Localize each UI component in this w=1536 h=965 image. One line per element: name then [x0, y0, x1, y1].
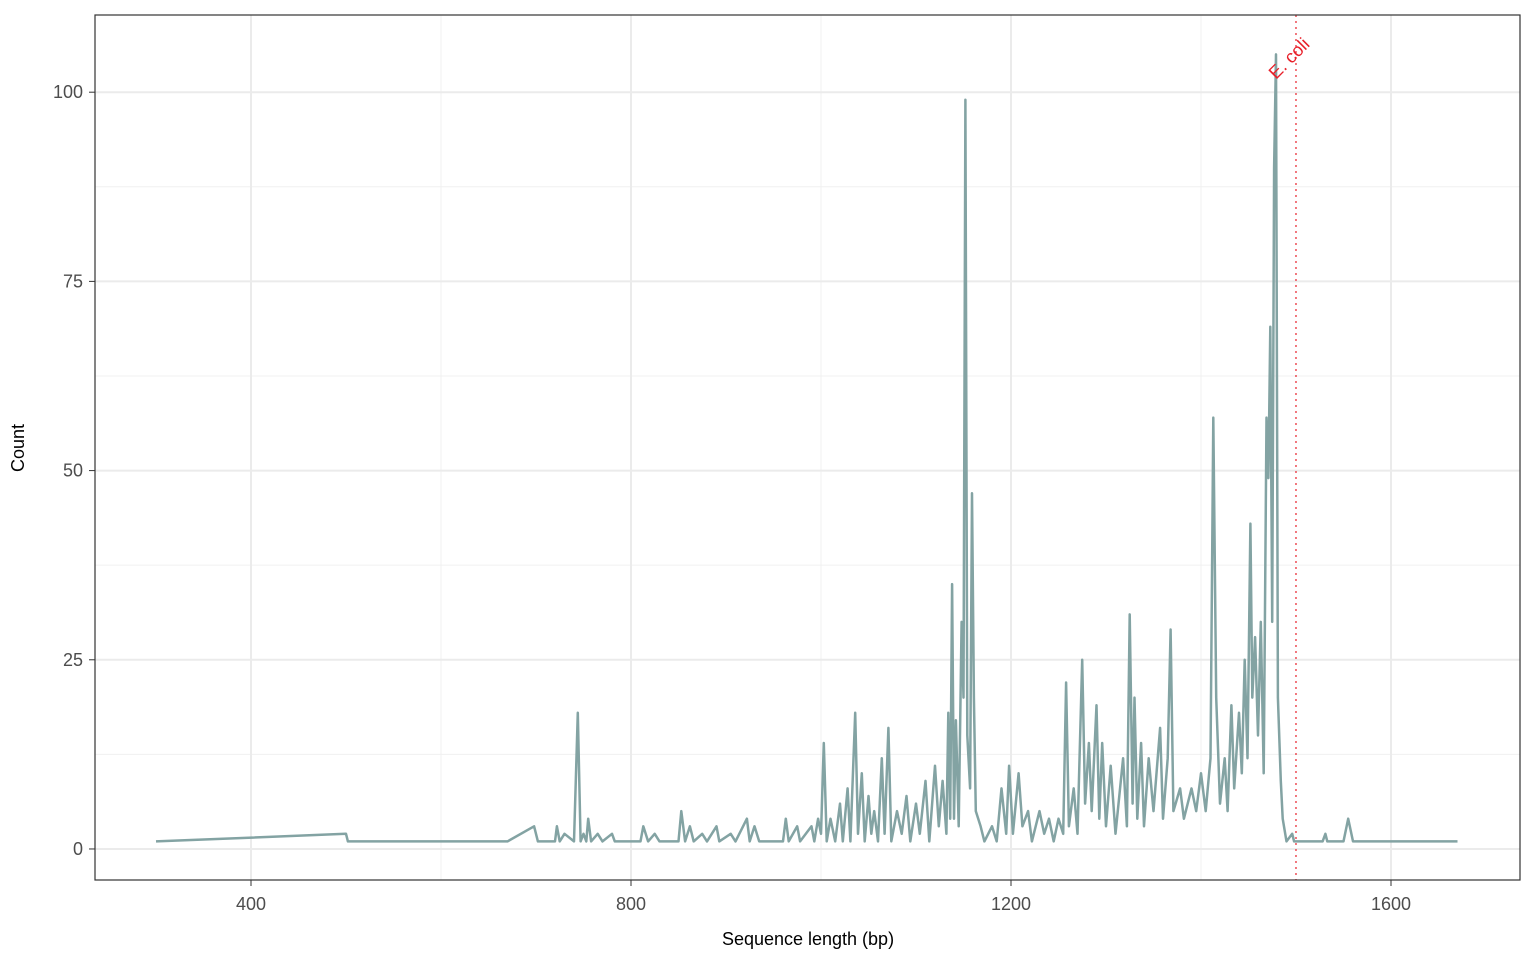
- x-tick-label: 1200: [991, 894, 1031, 914]
- y-tick-label: 0: [73, 839, 83, 859]
- y-tick-label: 75: [63, 271, 83, 291]
- x-tick-label: 1600: [1371, 894, 1411, 914]
- x-tick-label: 400: [236, 894, 266, 914]
- x-axis-title: Sequence length (bp): [722, 929, 894, 949]
- y-tick-label: 100: [53, 82, 83, 102]
- y-axis-title: Count: [8, 424, 28, 472]
- y-tick-label: 25: [63, 650, 83, 670]
- y-tick-label: 50: [63, 461, 83, 481]
- plot-border: [94, 14, 1521, 881]
- reference-label: E. coli: [1265, 34, 1314, 83]
- x-tick-label: 800: [616, 894, 646, 914]
- data-line: [155, 53, 1458, 843]
